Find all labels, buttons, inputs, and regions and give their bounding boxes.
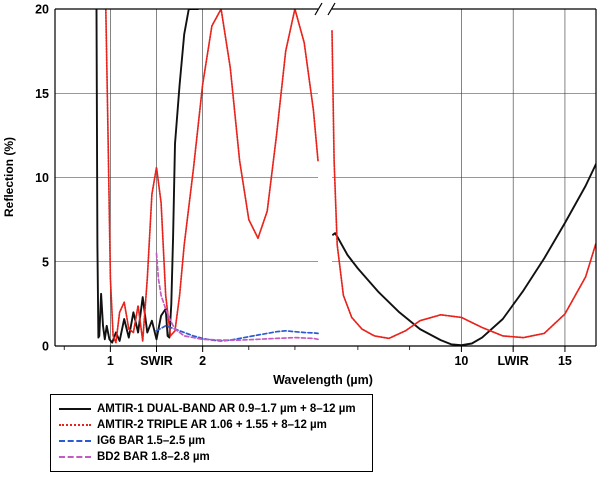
legend-item: IG6 BAR 1.5–2.5 µm — [59, 433, 364, 449]
y-tick-label: 15 — [35, 87, 49, 101]
legend-item: AMTIR-1 DUAL-BAND AR 0.9–1.7 µm + 8–12 µ… — [59, 401, 364, 417]
x-axis-label: Wavelength (µm) — [273, 373, 373, 387]
y-tick-label: 20 — [35, 3, 49, 17]
reflection-chart: 0 5 10 15 20 1 SWIR 2 10 LWIR 15 Reflection (%) Wa… — [2, 2, 597, 387]
legend-label: IG6 BAR 1.5–2.5 µm — [97, 435, 206, 447]
legend-swatch — [59, 408, 91, 410]
x-tick-label: 15 — [558, 354, 572, 368]
series-line-1 — [95, 9, 199, 344]
x-tick-label: 10 — [454, 354, 468, 368]
series-group — [95, 9, 596, 346]
x-tick-label: LWIR — [498, 354, 529, 368]
series-line-1 — [332, 163, 596, 346]
series-line-2 — [331, 30, 596, 340]
y-tick-label: 0 — [42, 340, 49, 354]
legend-label: BD2 BAR 1.8–2.8 µm — [97, 451, 210, 463]
axes: 0 5 10 15 20 1 SWIR 2 10 LWIR 15 — [35, 2, 597, 368]
gridlines — [55, 9, 596, 346]
legend: AMTIR-1 DUAL-BAND AR 0.9–1.7 µm + 8–12 µ… — [50, 394, 373, 472]
legend-swatch — [59, 424, 91, 426]
legend-item: AMTIR-2 TRIPLE AR 1.06 + 1.55 + 8–12 µm — [59, 417, 364, 433]
series-line-3 — [155, 324, 319, 342]
x-tick-label: 2 — [199, 354, 206, 368]
y-tick-label: 10 — [35, 171, 49, 185]
legend-swatch — [59, 456, 91, 458]
axis-break-mark — [314, 2, 323, 16]
series-line-4 — [155, 252, 319, 341]
legend-item: BD2 BAR 1.8–2.8 µm — [59, 449, 364, 465]
y-tick-label: 5 — [42, 255, 49, 269]
series-line-2 — [104, 9, 319, 344]
y-axis-label: Reflection (%) — [2, 137, 16, 217]
axis-break-mark — [327, 2, 336, 16]
legend-label: AMTIR-1 DUAL-BAND AR 0.9–1.7 µm + 8–12 µ… — [97, 403, 356, 415]
axis-break-gap — [319, 3, 331, 15]
x-tick-label: SWIR — [140, 354, 173, 368]
x-tick-label: 1 — [107, 354, 114, 368]
legend-label: AMTIR-2 TRIPLE AR 1.06 + 1.55 + 8–12 µm — [97, 419, 327, 431]
legend-swatch — [59, 440, 91, 442]
